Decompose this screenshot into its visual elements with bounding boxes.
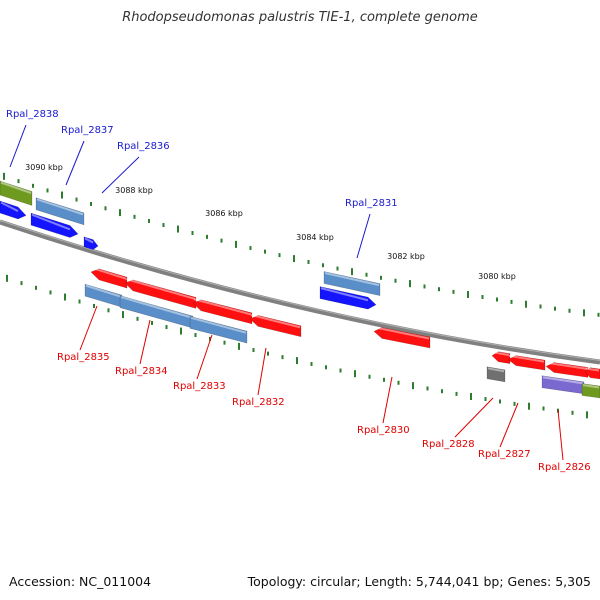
gene-label-top: Rpal_2836	[117, 141, 170, 152]
gene-feature-red-highlight	[374, 326, 430, 340]
scale-label: 3082 kbp	[387, 252, 425, 261]
gene-label-leader	[101, 156, 140, 194]
genome-backbone-highlight	[0, 220, 600, 361]
gene-feature-red-highlight	[508, 354, 545, 363]
gene-label-bottom: Rpal_2830	[357, 425, 410, 436]
gene-feature-blue-highlight	[0, 201, 19, 212]
gene-feature-red	[584, 367, 600, 380]
gene-feature-steel	[323, 271, 381, 296]
gene-feature-red-highlight	[125, 278, 196, 300]
gene-feature-steel-highlight	[36, 198, 84, 216]
gene-feature-steel-highlight	[85, 284, 122, 298]
gene-feature-red-highlight	[91, 266, 127, 280]
gene-feature-olive-highlight	[582, 384, 600, 389]
gene-feature-blue	[319, 286, 377, 310]
gene-label-leader	[79, 305, 98, 351]
gene-label-leader	[257, 347, 267, 396]
gene-feature-olive-highlight	[0, 181, 32, 194]
gene-label-leader	[139, 319, 151, 365]
gene-label-leader	[557, 409, 564, 461]
gene-label-top: Rpal_2831	[345, 198, 398, 209]
gene-feature-olive	[0, 180, 33, 206]
gene-feature-gray	[486, 366, 506, 383]
gene-label-top: Rpal_2838	[6, 109, 59, 120]
gene-feature-steel-highlight	[120, 296, 193, 319]
gene-feature-red	[545, 362, 589, 378]
gene-feature-red	[507, 355, 546, 371]
gene-label-leader	[65, 140, 85, 186]
gene-feature-steel	[189, 315, 248, 344]
gene-label-bottom: Rpal_2828	[422, 439, 475, 450]
scale-label: 3086 kbp	[205, 209, 243, 218]
gene-label-bottom: Rpal_2834	[115, 366, 168, 377]
gene-feature-olive	[581, 383, 600, 399]
gene-label-bottom: Rpal_2835	[57, 352, 110, 363]
gene-feature-red-highlight	[250, 313, 301, 329]
gene-feature-blue-highlight	[320, 287, 369, 302]
genome-info-label: Topology: circular; Length: 5,744,041 bp…	[247, 574, 591, 589]
scale-label: 3084 kbp	[296, 233, 334, 242]
gene-label-bottom: Rpal_2826	[538, 462, 591, 473]
gene-feature-red	[90, 268, 128, 289]
gene-feature-red	[124, 279, 197, 309]
gene-label-top: Rpal_2837	[61, 125, 114, 136]
gene-label-leader	[356, 213, 371, 259]
gene-feature-red	[491, 351, 511, 365]
accession-label: Accession: NC_011004	[9, 574, 152, 589]
gene-feature-red	[192, 299, 253, 325]
gene-label-leader	[196, 334, 213, 380]
gene-feature-red-highlight	[546, 361, 588, 370]
gene-label-bottom: Rpal_2832	[232, 397, 285, 408]
gene-feature-blue-highlight	[84, 237, 94, 244]
gene-feature-blue	[0, 200, 27, 220]
gene-feature-red	[249, 315, 302, 338]
gene-feature-steel	[35, 197, 85, 226]
gene-feature-red-highlight	[492, 351, 510, 357]
genome-backbone	[0, 219, 600, 365]
gene-feature-blue	[83, 236, 99, 250]
gene-label-bottom: Rpal_2827	[478, 449, 531, 460]
gene-feature-steel-highlight	[324, 272, 380, 287]
scale-label: 3088 kbp	[115, 186, 153, 195]
scale-label: 3090 kbp	[25, 163, 63, 172]
gene-feature-gray-highlight	[487, 367, 505, 373]
gene-label-bottom: Rpal_2833	[173, 381, 226, 392]
gene-feature-blue-highlight	[31, 213, 71, 231]
gene-feature-red-highlight	[193, 298, 252, 316]
gene-feature-red-highlight	[585, 367, 600, 372]
gene-feature-purple-highlight	[542, 376, 584, 385]
gene-feature-steel-highlight	[190, 316, 247, 334]
scale-label: 3080 kbp	[478, 272, 516, 281]
gene-feature-blue	[30, 212, 79, 238]
gene-label-leader	[499, 402, 519, 448]
genome-title: Rhodopseudomonas palustris TIE-1, comple…	[122, 10, 478, 25]
gene-feature-red	[373, 327, 431, 349]
gene-label-leader	[454, 397, 494, 438]
gene-label-leader	[9, 124, 27, 168]
gene-label-leader	[382, 376, 393, 424]
